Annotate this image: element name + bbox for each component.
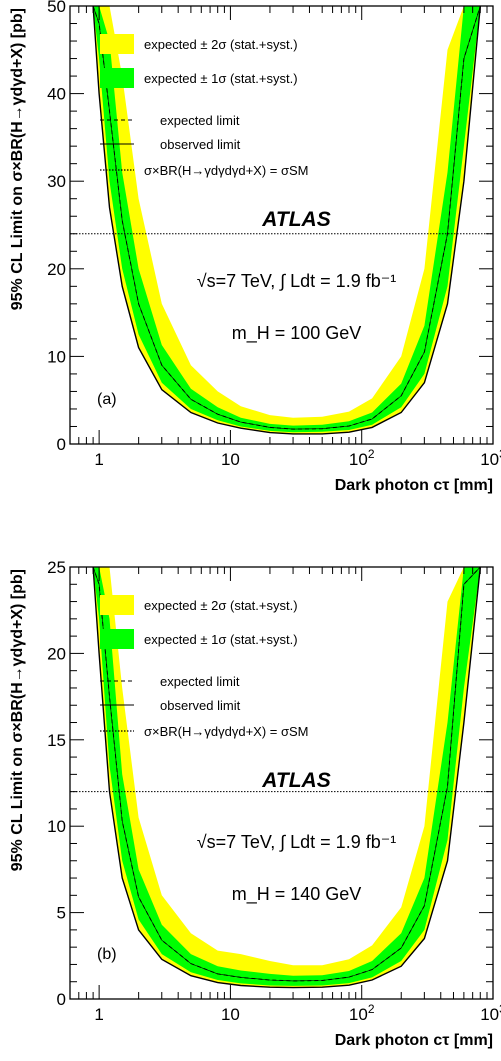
x-tick-label: 103	[480, 1002, 501, 1024]
legend-label-observed: observed limit	[160, 137, 241, 152]
x-tick-exponent: 3	[499, 1002, 501, 1016]
y-tick-label: 40	[47, 85, 66, 104]
energy-luminosity-text: √s=7 TeV, ∫ Ldt = 1.9 fb⁻¹	[197, 271, 396, 291]
legend-label-sm: σ×BR(H→γdγdγd+X) = σSM	[144, 724, 309, 739]
plot-frame	[69, 566, 494, 1000]
legend-label-1sigma: expected ± 1σ (stat.+syst.)	[144, 71, 298, 86]
panel-label: (b)	[97, 946, 117, 963]
y-tick-label: 0	[57, 435, 66, 454]
x-tick-label: 1	[94, 1005, 103, 1024]
energy-luminosity-text: √s=7 TeV, ∫ Ldt = 1.9 fb⁻¹	[197, 832, 396, 852]
x-tick-base: 10	[480, 450, 499, 469]
y-tick-label: 0	[57, 990, 66, 1009]
plot-area	[92, 6, 481, 435]
atlas-label: ATLAS	[261, 208, 330, 231]
y-tick-label: 20	[47, 644, 66, 663]
atlas-label: ATLAS	[261, 769, 330, 792]
y-tick-label: 25	[47, 558, 66, 577]
higgs-mass-text: m_H = 140 GeV	[232, 884, 362, 905]
legend-swatch-2sigma	[100, 34, 134, 54]
legend-label-2sigma: expected ± 2σ (stat.+syst.)	[144, 37, 298, 52]
y-tick-label: 30	[47, 172, 66, 191]
x-tick-label: 10	[221, 450, 240, 469]
x-tick-exponent: 2	[368, 447, 375, 461]
legend-label-1sigma: expected ± 1σ (stat.+syst.)	[144, 632, 298, 647]
y-tick-label: 10	[47, 817, 66, 836]
observed-limit-curve	[92, 6, 481, 430]
y-axis-label: 95% CL Limit on σ×BR(H→γdγd+X) [pb]	[9, 8, 26, 310]
y-tick-label: 20	[47, 260, 66, 279]
chart-panel-b: 1101021030510152025Dark photon cτ [mm]95…	[9, 558, 501, 1049]
legend-label-sm: σ×BR(H→γdγdγd+X) = σSM	[144, 163, 309, 178]
y-tick-label: 50	[47, 0, 66, 16]
legend-label-observed: observed limit	[160, 698, 241, 713]
band-2sigma-edge	[92, 567, 481, 989]
x-tick-label: 103	[480, 447, 501, 469]
x-tick-label: 102	[349, 447, 375, 469]
y-axis-label: 95% CL Limit on σ×BR(H→γdγd+X) [pb]	[9, 569, 26, 871]
y-tick-label: 5	[57, 904, 66, 923]
plot-frame	[69, 5, 494, 445]
legend-label-2sigma: expected ± 2σ (stat.+syst.)	[144, 598, 298, 613]
x-tick-label: 102	[349, 1002, 375, 1024]
x-tick-exponent: 2	[368, 1002, 375, 1016]
y-tick-label: 10	[47, 347, 66, 366]
panel-label: (a)	[97, 391, 117, 408]
chart-panel-a: 11010210301020304050Dark photon cτ [mm]9…	[9, 0, 501, 494]
plot-area	[92, 567, 481, 989]
legend-label-expected: expected limit	[160, 674, 240, 689]
legend-swatch-1sigma	[100, 68, 134, 88]
x-tick-base: 10	[349, 450, 368, 469]
observed-limit-curve	[92, 567, 481, 982]
higgs-mass-text: m_H = 100 GeV	[232, 323, 362, 344]
band-2sigma-edge	[92, 6, 481, 435]
legend-swatch-1sigma	[100, 629, 134, 649]
y-tick-label: 15	[47, 731, 66, 750]
x-axis-label: Dark photon cτ [mm]	[335, 477, 493, 494]
x-tick-label: 1	[94, 450, 103, 469]
x-tick-base: 10	[349, 1005, 368, 1024]
x-tick-label: 10	[221, 1005, 240, 1024]
x-axis-label: Dark photon cτ [mm]	[335, 1032, 493, 1049]
legend-label-expected: expected limit	[160, 113, 240, 128]
x-tick-exponent: 3	[499, 447, 501, 461]
x-tick-base: 10	[480, 1005, 499, 1024]
legend-swatch-2sigma	[100, 595, 134, 615]
